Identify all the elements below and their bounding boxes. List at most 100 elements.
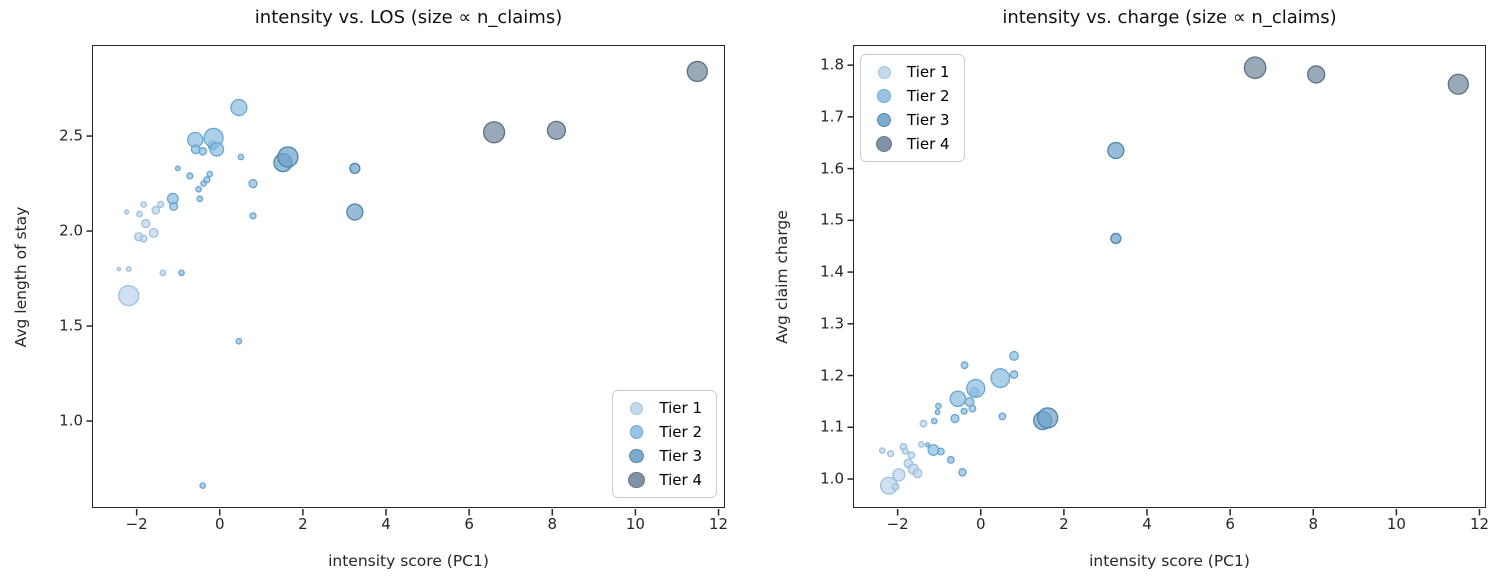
- y-tick-label: 1.2: [820, 366, 844, 385]
- scatter-point-tier1: [139, 234, 148, 243]
- plot-area-charge: Tier 1 Tier 2 Tier 3 Tier 4 −2 0 2 4 6 8 10 12 1.0 1…: [820, 45, 1489, 532]
- scatter-point-tier2: [946, 455, 955, 464]
- x-tick-label: 12: [708, 515, 729, 533]
- scatter-point-tier2: [924, 442, 931, 448]
- x-tick-label: 8: [547, 515, 558, 533]
- legend-label: Tier 4: [907, 135, 950, 153]
- scatter-point-tier2: [966, 378, 986, 399]
- scatter-point-tier1: [901, 447, 909, 455]
- legend-label: Tier 4: [659, 471, 702, 489]
- legend-marker-icon: [625, 471, 647, 489]
- scatter-point-tier2: [927, 444, 940, 456]
- legend-marker-icon: [625, 401, 647, 415]
- legend-marker-icon: [873, 89, 895, 103]
- scatter-point-tier1: [141, 218, 151, 229]
- y-tick-label: 1.8: [820, 55, 844, 74]
- x-tick-label: 0: [975, 515, 986, 533]
- scatter-point-tier2: [960, 407, 968, 415]
- x-axis-label-los: intensity score (PC1): [328, 552, 489, 570]
- scatter-point-tier2: [230, 98, 248, 117]
- y-tick-label: 1.0: [59, 411, 83, 430]
- scatter-point-tier4: [546, 120, 567, 141]
- scatter-point-tier2: [186, 172, 194, 180]
- scatter-point-tier2: [248, 178, 258, 189]
- scatter-point-tier4: [1243, 56, 1267, 80]
- y-axis-label-los: Avg length of stay: [12, 206, 30, 348]
- legend-item: Tier 3: [869, 111, 950, 129]
- scatter-point-tier1: [886, 449, 895, 458]
- scatter-point-tier2: [934, 409, 941, 416]
- legend-marker-icon: [873, 112, 895, 128]
- scatter-point-tier1: [917, 440, 925, 448]
- x-tick-label: 6: [1225, 515, 1235, 533]
- plot-title-los: intensity vs. LOS (size ∝ n_claims): [254, 7, 563, 28]
- scatter-point-tier1: [118, 284, 140, 307]
- legend-marker-icon: [873, 135, 895, 153]
- legend-label: Tier 3: [907, 111, 950, 129]
- scatter-point-tier2: [174, 165, 181, 172]
- scatter-point-tier2: [237, 153, 245, 161]
- scatter-point-tier2: [936, 447, 945, 456]
- scatter-point-tier2: [990, 368, 1011, 389]
- scatter-point-tier2: [199, 482, 207, 489]
- scatter-point-tier2: [968, 404, 977, 413]
- scatter-point-tier1: [159, 269, 167, 277]
- scatter-point-tier1: [140, 201, 148, 208]
- scatter-point-tier1: [912, 468, 923, 479]
- legend-label: Tier 2: [907, 87, 950, 105]
- scatter-point-tier3: [1107, 141, 1125, 160]
- scatter-point-tier1: [116, 266, 122, 272]
- y-tick-label: 1.6: [820, 159, 844, 178]
- scatter-point-tier2: [206, 170, 214, 178]
- legend-marker-icon: [625, 448, 647, 464]
- legend-label: Tier 3: [659, 447, 702, 465]
- scatter-point-tier3: [349, 162, 361, 175]
- scatter-point-tier2: [209, 142, 225, 157]
- plot-area-los: Tier 1 Tier 2 Tier 3 Tier 4 −2 0 2 4 6 8 10 12 1.0 1…: [59, 45, 728, 532]
- scatter-point-tier1: [136, 210, 143, 218]
- y-tick-label: 1.1: [820, 417, 844, 436]
- x-tick-label: 2: [298, 515, 308, 533]
- scatter-point-tier1: [907, 451, 916, 460]
- legend-item: Tier 2: [621, 423, 702, 441]
- scatter-point-tier2: [949, 390, 967, 408]
- scatter-point-tier2: [203, 176, 211, 184]
- legend-los: Tier 1 Tier 2 Tier 3 Tier 4: [612, 390, 717, 498]
- legend-label: Tier 1: [659, 399, 702, 417]
- scatter-point-tier2: [930, 417, 938, 425]
- x-tick-label: 4: [1142, 515, 1152, 533]
- x-tick-label: 0: [214, 515, 225, 533]
- scatter-point-tier1: [125, 266, 132, 272]
- scatter-point-tier1: [124, 209, 130, 215]
- scatter-point-tier2: [1009, 350, 1019, 361]
- scatter-point-tier2: [998, 412, 1007, 421]
- scatter-point-tier1: [151, 205, 161, 215]
- legend-item: Tier 1: [869, 63, 950, 81]
- scatter-point-tier1: [148, 227, 159, 238]
- x-tick-label: 12: [1469, 515, 1490, 533]
- scatter-point-tier2: [198, 146, 208, 156]
- legend-label: Tier 1: [907, 63, 950, 81]
- scatter-point-tier4: [1447, 73, 1469, 95]
- scatter-point-tier2: [950, 413, 960, 424]
- legend-marker-icon: [873, 65, 895, 79]
- scatter-point-tier2: [958, 467, 967, 477]
- scatter-point-tier4: [482, 121, 506, 144]
- y-tick-label: 1.5: [820, 210, 844, 229]
- scatter-layer-los: [86, 60, 720, 516]
- scatter-point-tier2: [196, 195, 204, 203]
- scatter-point-tier2: [935, 402, 942, 410]
- x-tick-label: 4: [381, 515, 391, 533]
- scatter-point-tier1: [891, 482, 900, 491]
- y-tick-label: 1.3: [820, 314, 844, 333]
- x-tick-label: 8: [1308, 515, 1319, 533]
- scatter-point-tier2: [235, 337, 243, 345]
- scatter-point-tier1: [878, 447, 886, 454]
- legend-marker-icon: [625, 425, 647, 439]
- legend-item: Tier 1: [621, 399, 702, 417]
- y-tick-label: 1.7: [820, 107, 844, 126]
- scatter-point-tier1: [919, 419, 928, 428]
- legend-charge: Tier 1 Tier 2 Tier 3 Tier 4: [860, 54, 965, 162]
- x-axis-label-charge: intensity score (PC1): [1089, 552, 1250, 570]
